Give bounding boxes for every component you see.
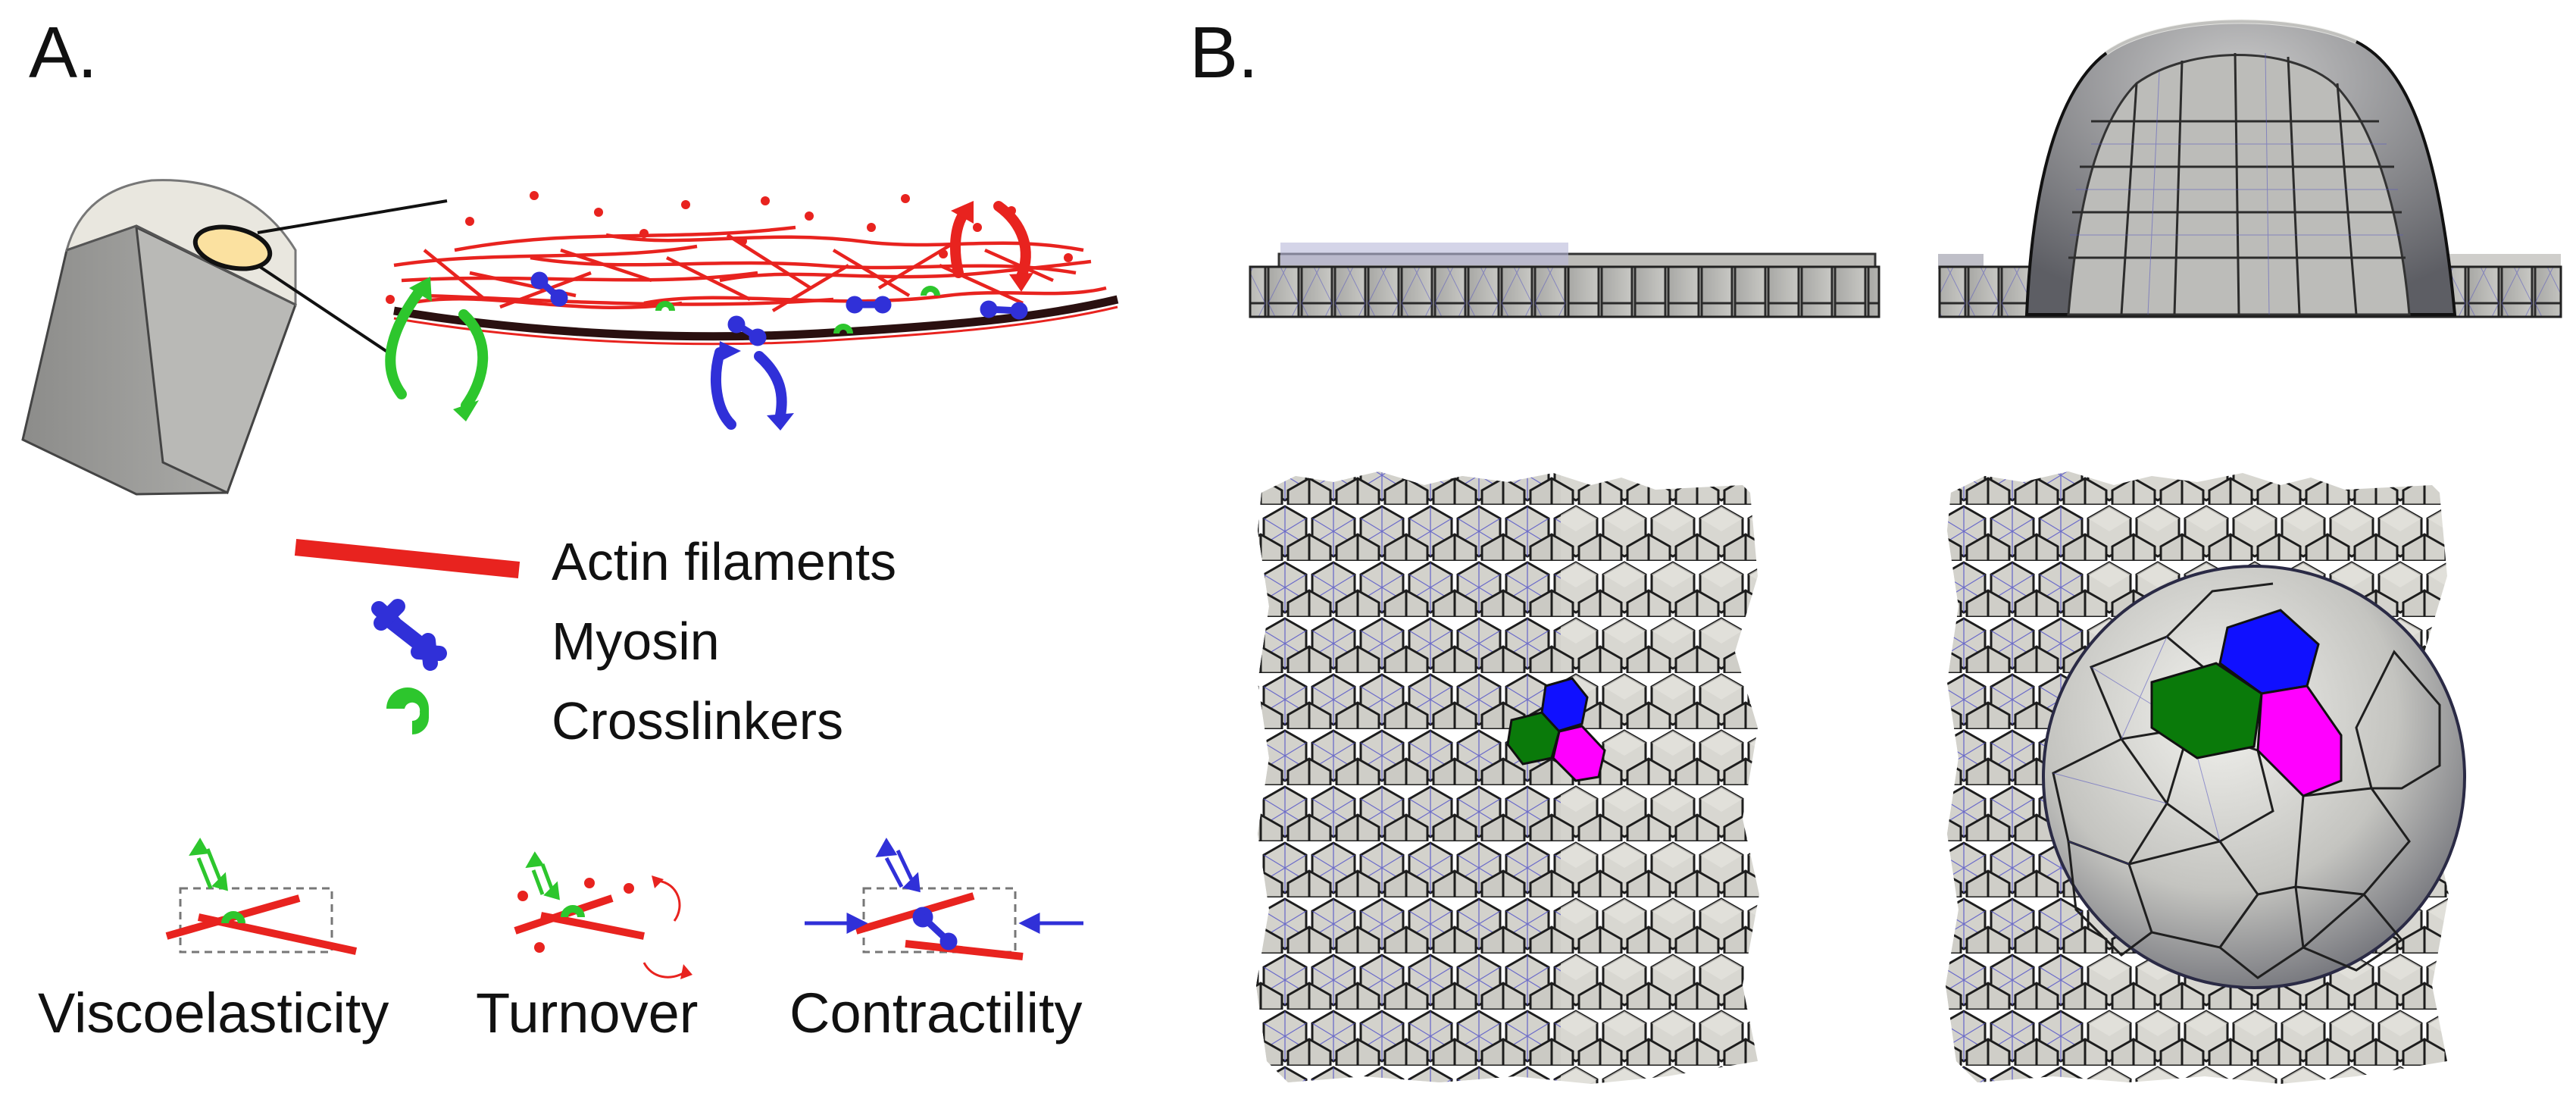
- legend-myosin-swatch: [371, 599, 447, 671]
- contractility-icon: [805, 838, 1083, 960]
- zoom-region-marker: [192, 224, 273, 271]
- legend-actin-swatch: [294, 539, 521, 578]
- highlighted-cell-magenta-dome: [2256, 684, 2343, 797]
- legend-crosslinker-swatch: [386, 687, 429, 734]
- highlighted-cell-green-dome: [2150, 662, 2263, 759]
- cell-3d-illustration: [21, 179, 448, 496]
- side-view-flat-tissue: [1249, 243, 1880, 318]
- panel-b-label: B.: [1190, 12, 1258, 93]
- viscoelasticity-icon: [165, 838, 358, 955]
- side-view-dome: [1938, 19, 2562, 318]
- top-view-dome-tissue: [1946, 471, 2466, 1084]
- actin-cortex-network: [385, 191, 1119, 431]
- legend: Actin filaments Myosin Crosslinkers: [294, 532, 896, 750]
- legend-actin-label: Actin filaments: [552, 532, 896, 591]
- contractility-label: Contractility: [789, 982, 1083, 1044]
- viscoelasticity-label: Viscoelasticity: [38, 982, 389, 1044]
- legend-myosin-label: Myosin: [552, 612, 720, 671]
- highlighted-cell-magenta: [1552, 725, 1606, 782]
- turnover-label: Turnover: [476, 982, 698, 1044]
- top-view-flat-tissue: [1256, 471, 1759, 1084]
- legend-crosslinker-label: Crosslinkers: [552, 691, 843, 750]
- highlighted-cell-green: [1506, 711, 1561, 766]
- panel-a-label: A.: [29, 12, 98, 93]
- turnover-icon: [514, 851, 692, 979]
